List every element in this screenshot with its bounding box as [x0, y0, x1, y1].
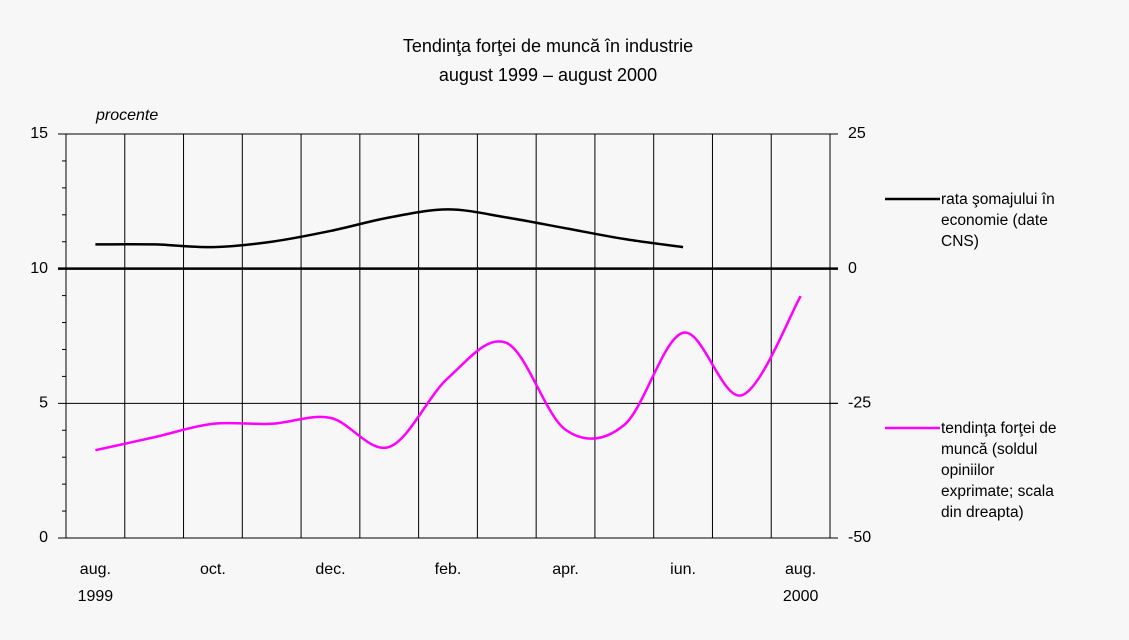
x-tick-label: apr. — [552, 561, 579, 578]
chart-subtitle: august 1999 – august 2000 — [439, 65, 657, 85]
legend-label: tendinţa forţei de muncă (soldul opiniil… — [941, 420, 1057, 521]
y2-tick-label: -25 — [848, 395, 871, 412]
x-tick-label: dec. — [315, 561, 346, 578]
y2-tick-label: 0 — [848, 260, 857, 277]
series-line — [95, 208, 684, 249]
chart-title: Tendinţa forţei de muncă în industrie — [403, 36, 693, 56]
y-tick-label: 5 — [39, 395, 48, 412]
x-tick-label: aug. 2000 — [782, 561, 819, 605]
y2-tick-label: 25 — [848, 125, 866, 142]
x-tick-label: iun. — [670, 561, 696, 578]
y-tick-label: 15 — [30, 125, 48, 142]
x-tick-label: oct. — [200, 561, 226, 578]
series-line — [95, 295, 802, 452]
y-tick-label: 10 — [30, 260, 48, 277]
legend-label: rata şomajului în economie (date CNS) — [941, 191, 1055, 250]
x-tick-label: feb. — [434, 561, 462, 578]
y2-tick-label: -50 — [848, 529, 871, 546]
y-axis-label: procente — [95, 107, 158, 124]
x-tick-label: aug. 1999 — [77, 561, 114, 605]
y-tick-label: 0 — [39, 529, 48, 546]
